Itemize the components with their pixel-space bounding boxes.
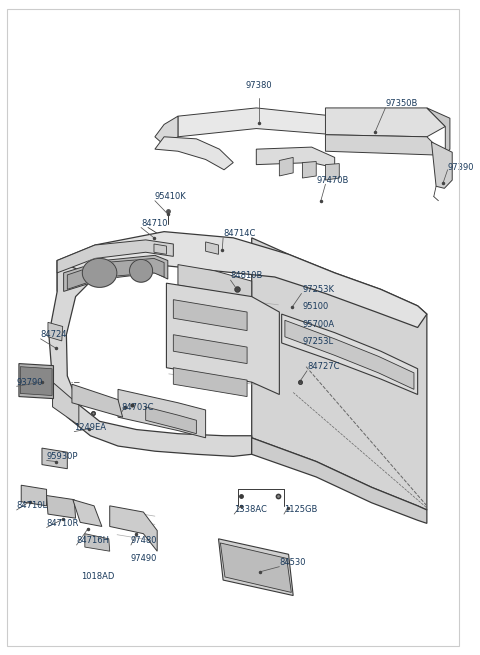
Polygon shape <box>73 500 102 527</box>
Text: 97253L: 97253L <box>302 337 334 346</box>
Polygon shape <box>49 261 252 457</box>
Text: 84710R: 84710R <box>47 519 79 528</box>
Polygon shape <box>282 314 418 394</box>
Polygon shape <box>118 389 205 438</box>
Polygon shape <box>154 244 167 254</box>
Polygon shape <box>20 367 52 396</box>
Polygon shape <box>64 255 168 291</box>
Polygon shape <box>252 238 427 510</box>
Text: 1018AD: 1018AD <box>81 572 115 582</box>
Text: 97350B: 97350B <box>385 100 418 108</box>
Text: 1125GB: 1125GB <box>284 506 317 514</box>
Polygon shape <box>220 543 291 592</box>
Polygon shape <box>19 364 53 399</box>
Polygon shape <box>67 259 164 290</box>
Polygon shape <box>47 496 76 518</box>
Polygon shape <box>57 232 427 328</box>
Text: 95410K: 95410K <box>155 192 187 201</box>
Ellipse shape <box>82 259 117 288</box>
Text: 95100: 95100 <box>302 303 329 311</box>
Text: 84810B: 84810B <box>230 271 263 280</box>
Text: 84703C: 84703C <box>122 403 154 413</box>
Polygon shape <box>173 367 247 396</box>
Polygon shape <box>205 242 218 254</box>
Text: 95930P: 95930P <box>47 452 78 461</box>
Polygon shape <box>325 135 445 155</box>
Text: 95700A: 95700A <box>302 320 335 329</box>
Text: 97470B: 97470B <box>316 176 348 185</box>
Polygon shape <box>302 162 316 178</box>
Text: 93790: 93790 <box>17 378 43 386</box>
Text: 84727C: 84727C <box>307 362 339 371</box>
Ellipse shape <box>130 259 153 282</box>
Polygon shape <box>173 335 247 364</box>
Polygon shape <box>48 322 63 341</box>
Polygon shape <box>325 108 445 137</box>
Polygon shape <box>432 142 452 189</box>
Text: 97480: 97480 <box>131 536 157 546</box>
Polygon shape <box>252 438 427 523</box>
Text: 84724: 84724 <box>41 330 67 339</box>
Polygon shape <box>178 108 348 137</box>
Polygon shape <box>72 384 122 417</box>
Text: 97253K: 97253K <box>302 285 335 294</box>
Polygon shape <box>42 448 67 469</box>
Polygon shape <box>110 506 157 552</box>
Text: 84710L: 84710L <box>17 501 48 510</box>
Polygon shape <box>145 407 196 434</box>
Polygon shape <box>155 116 178 145</box>
Polygon shape <box>21 485 47 506</box>
Polygon shape <box>167 283 279 394</box>
Text: 84714C: 84714C <box>223 229 255 238</box>
Polygon shape <box>57 240 173 273</box>
Text: 1338AC: 1338AC <box>234 506 267 514</box>
Polygon shape <box>155 137 233 170</box>
Polygon shape <box>325 164 339 180</box>
Polygon shape <box>256 147 335 168</box>
Polygon shape <box>178 265 252 302</box>
Text: 97380: 97380 <box>245 81 272 90</box>
Text: 84530: 84530 <box>279 558 306 567</box>
Polygon shape <box>427 108 450 155</box>
Text: 84716H: 84716H <box>76 536 109 546</box>
Polygon shape <box>279 157 293 176</box>
Text: 84710: 84710 <box>141 219 168 228</box>
Text: 97490: 97490 <box>131 554 157 563</box>
Polygon shape <box>53 382 79 426</box>
Polygon shape <box>85 534 110 552</box>
Text: 1249EA: 1249EA <box>74 423 106 432</box>
Polygon shape <box>218 539 293 595</box>
Polygon shape <box>173 300 247 331</box>
Polygon shape <box>285 320 414 389</box>
Text: 97390: 97390 <box>448 163 474 172</box>
